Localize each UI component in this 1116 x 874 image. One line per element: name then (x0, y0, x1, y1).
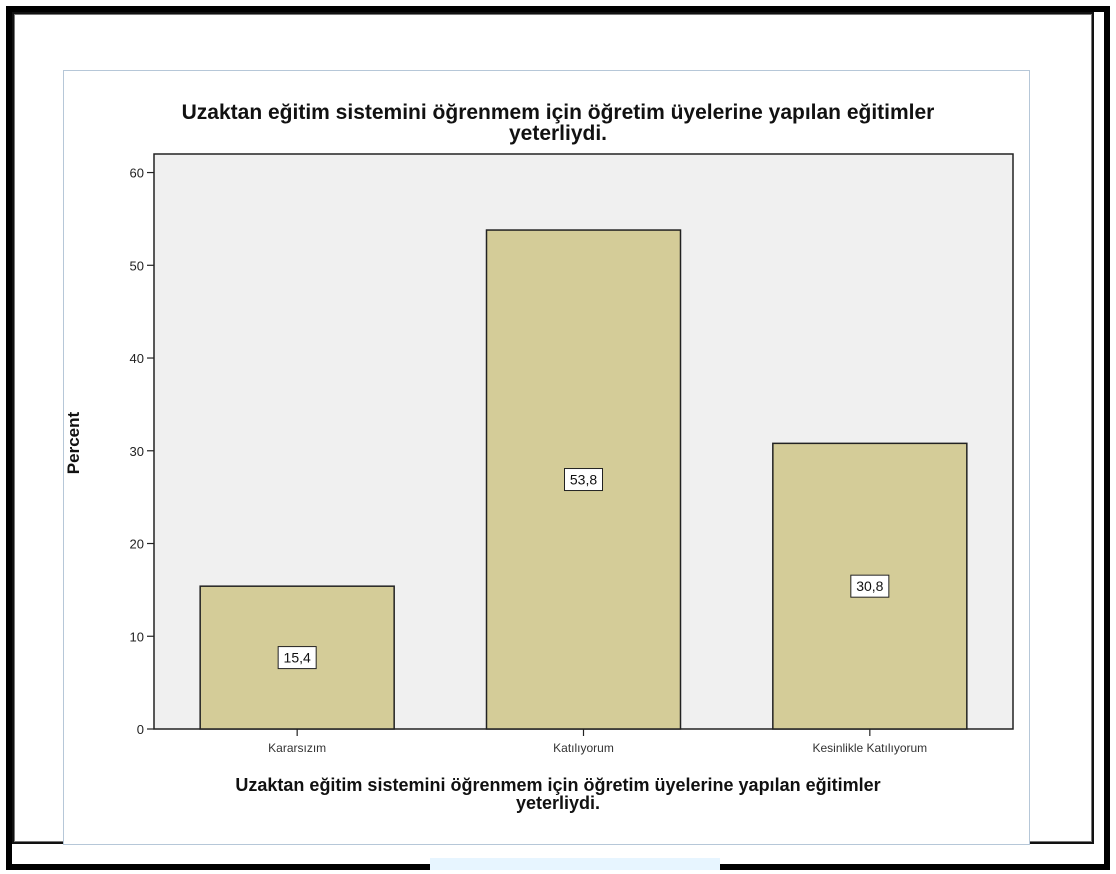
x-axis-title-line-1: Uzaktan eğitim sistemini öğrenmem için ö… (235, 775, 881, 795)
data-label: 15,4 (284, 650, 311, 666)
data-label-box (277, 646, 317, 670)
chart-title: Uzaktan eğitim sistemini öğrenmem için ö… (0, 102, 1116, 144)
y-tick-label: 40 (130, 351, 144, 366)
x-axis-title-line-2: yeterliydi. (515, 793, 601, 813)
y-tick-label: 10 (130, 629, 144, 644)
chart-title-line-1: Uzaktan eğitim sistemini öğrenmem için ö… (181, 101, 935, 124)
data-label-box (850, 574, 890, 598)
y-tick-label: 0 (137, 722, 144, 737)
data-label: 30,8 (856, 578, 883, 594)
y-tick-label: 60 (130, 166, 144, 181)
y-tick-label: 20 (130, 537, 144, 552)
y-tick-label: 50 (130, 258, 144, 273)
data-label: 53,8 (570, 472, 597, 488)
x-tick-label: Kararsızım (268, 741, 326, 755)
x-tick-label: Katılıyorum (553, 741, 614, 755)
x-axis-title: Uzaktan eğitim sistemini öğrenmem için ö… (0, 776, 1116, 812)
bottom-glow (430, 858, 720, 870)
data-label-box (564, 468, 603, 492)
y-axis-title: Percent (64, 411, 83, 475)
y-tick-label: 30 (130, 444, 144, 459)
chart-title-line-2: yeterliydi. (508, 122, 608, 145)
x-tick-label: Kesinlikle Katılıyorum (812, 741, 927, 755)
